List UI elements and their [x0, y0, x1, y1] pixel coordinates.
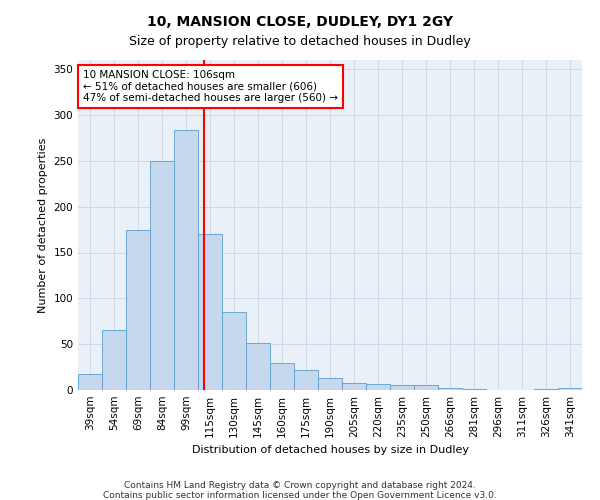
Bar [78, 374, 102, 390]
Y-axis label: Number of detached properties: Number of detached properties [38, 138, 48, 312]
Text: Contains HM Land Registry data © Crown copyright and database right 2024.: Contains HM Land Registry data © Crown c… [124, 480, 476, 490]
Bar [390, 386, 414, 390]
Text: Contains public sector information licensed under the Open Government Licence v3: Contains public sector information licen… [103, 490, 497, 500]
Bar [126, 230, 150, 390]
Text: Size of property relative to detached houses in Dudley: Size of property relative to detached ho… [129, 35, 471, 48]
Bar [534, 389, 558, 390]
Bar [102, 330, 126, 390]
Bar [366, 384, 390, 390]
X-axis label: Distribution of detached houses by size in Dudley: Distribution of detached houses by size … [191, 446, 469, 456]
Bar [222, 312, 246, 390]
Bar [198, 234, 222, 390]
Bar [270, 362, 294, 390]
Text: 10 MANSION CLOSE: 106sqm
← 51% of detached houses are smaller (606)
47% of semi-: 10 MANSION CLOSE: 106sqm ← 51% of detach… [83, 70, 338, 103]
Bar [246, 343, 270, 390]
Bar [438, 388, 462, 390]
Bar [174, 130, 198, 390]
Bar [462, 389, 486, 390]
Bar [294, 370, 318, 390]
Bar [318, 378, 342, 390]
Bar [150, 161, 174, 390]
Bar [558, 388, 582, 390]
Bar [342, 382, 366, 390]
Bar [414, 386, 438, 390]
Text: 10, MANSION CLOSE, DUDLEY, DY1 2GY: 10, MANSION CLOSE, DUDLEY, DY1 2GY [147, 15, 453, 29]
